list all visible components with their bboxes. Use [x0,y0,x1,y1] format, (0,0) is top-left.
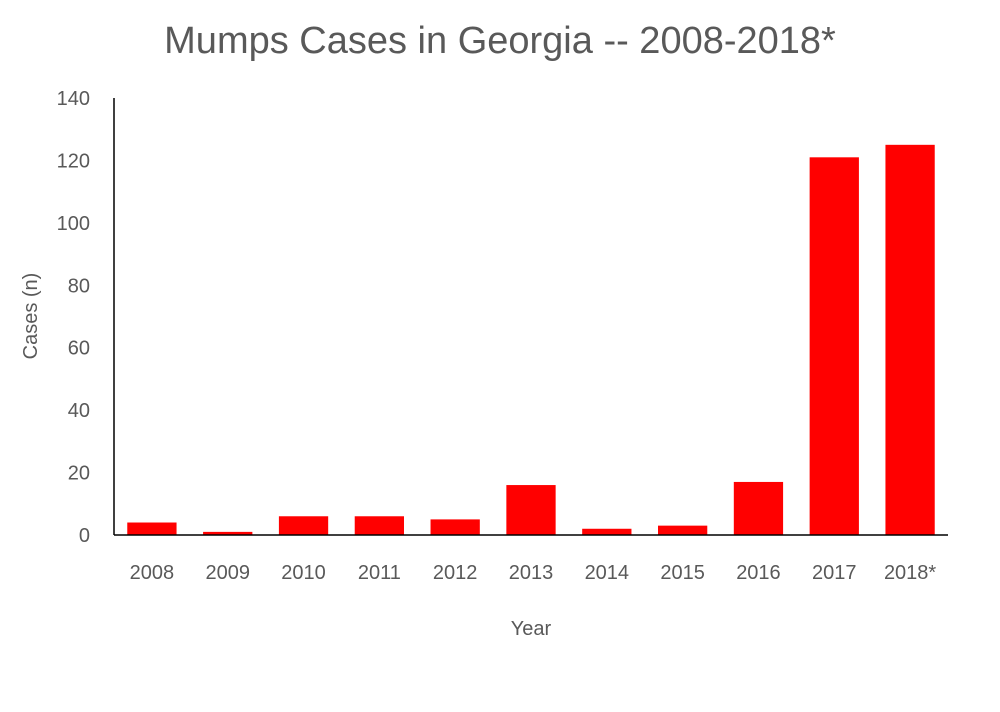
x-tick-label: 2009 [205,562,250,584]
y-tick-labels: 0 20 40 60 80 100 120 140 [57,88,90,547]
bar-2015 [658,525,708,535]
bar-2017 [809,157,859,535]
y-tick-label: 20 [68,463,90,485]
chart-title: Mumps Cases in Georgia -- 2008-2018* [164,20,836,62]
x-tick-label: 2016 [736,562,781,584]
axes-layer [113,98,948,536]
x-tick-label: 2015 [660,562,705,584]
y-tick-label: 100 [57,213,90,235]
y-tick-label: 120 [57,150,90,172]
bar-2012 [430,519,480,535]
x-tick-label: 2011 [358,562,401,584]
bar-2014 [582,528,632,535]
y-tick-label: 60 [68,338,90,360]
y-axis-title: Cases (n) [20,273,42,360]
x-tick-label: 2014 [585,562,630,584]
x-tick-label: 2018* [884,562,936,584]
bar-2013 [506,485,556,535]
bar-2011 [354,516,404,535]
bar-2010 [278,516,329,535]
x-tick-label: 2013 [509,562,554,584]
y-tick-label: 0 [79,525,90,547]
bar-2009 [203,531,253,535]
x-tick-label: 2017 [812,562,857,584]
x-tick-label: 2008 [130,562,175,584]
y-tick-label: 140 [57,88,90,110]
bars-layer [127,144,935,535]
x-axis-title: Year [511,618,552,640]
bar-2008 [127,522,177,535]
x-tick-labels: 2008 2009 2010 2011 2012 2013 2014 2015 2016 2017… [130,562,937,584]
bar-2018 [885,144,935,535]
y-tick-label: 80 [68,275,90,297]
x-tick-label: 2012 [433,562,478,584]
x-tick-label: 2010 [281,562,326,584]
y-tick-label: 40 [68,400,90,422]
bar-2016 [733,481,784,535]
